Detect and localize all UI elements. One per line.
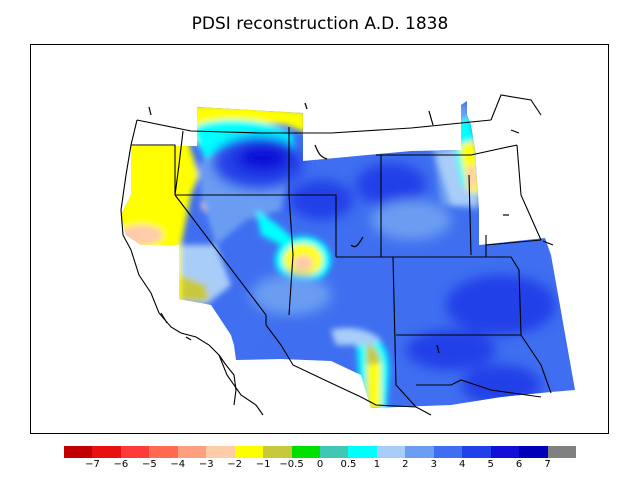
colorbar-tick-label: 7 bbox=[544, 459, 551, 470]
colorbar-tick-label: 6 bbox=[515, 459, 523, 470]
lake-marks bbox=[148, 102, 554, 354]
colorbar-swatch bbox=[405, 446, 435, 458]
colorbar-swatch bbox=[490, 446, 520, 458]
colorbar-swatch bbox=[120, 446, 150, 458]
colorbar-tick-label: −1 bbox=[255, 459, 271, 470]
pdsi-map bbox=[120, 94, 575, 416]
colorbar-swatch bbox=[234, 446, 264, 458]
colorbar-swatch bbox=[206, 446, 236, 458]
map-panel bbox=[30, 44, 609, 434]
colorbar-tick-label: −4 bbox=[170, 459, 186, 470]
colorbar-tick-label: 4 bbox=[459, 459, 466, 470]
colorbar-tick-label: 2 bbox=[402, 459, 409, 470]
colorbar-tick-label: −5 bbox=[141, 459, 157, 470]
colorbar-tick-label: 1 bbox=[373, 459, 381, 470]
colorbar-tick-label: −3 bbox=[198, 459, 214, 470]
pdsi-field bbox=[121, 101, 575, 408]
colorbar-swatch bbox=[519, 446, 549, 458]
colorbar-tick-label: 3 bbox=[430, 459, 437, 470]
colorbar-swatch bbox=[376, 446, 406, 458]
colorbar-swatch bbox=[92, 446, 122, 458]
colorbar-tick-label: 0.5 bbox=[340, 459, 357, 470]
colorbar-swatch bbox=[348, 446, 378, 458]
colorbar-swatch bbox=[177, 446, 207, 458]
colorbar-tick-label: −6 bbox=[113, 459, 129, 470]
map-title: PDSI reconstruction A.D. 1838 bbox=[191, 14, 449, 34]
colorbar-swatch bbox=[547, 446, 577, 458]
colorbar-swatch bbox=[263, 446, 293, 458]
colorbar-swatch bbox=[462, 446, 492, 458]
colorbar-tick-label: −7 bbox=[85, 459, 100, 470]
colorbar-tick-label: 5 bbox=[487, 459, 494, 470]
colorbar-swatch bbox=[149, 446, 179, 458]
colorbar-tick-label: 0 bbox=[316, 459, 324, 470]
colorbar-tick-label: −2 bbox=[227, 459, 243, 470]
colorbar-swatch bbox=[320, 446, 349, 458]
colorbar-swatch bbox=[64, 446, 93, 458]
colorbar-tick-label: −0.5 bbox=[279, 459, 304, 470]
colorbar bbox=[64, 446, 577, 458]
colorbar-swatch bbox=[291, 446, 321, 458]
colorbar-swatch bbox=[433, 446, 463, 458]
